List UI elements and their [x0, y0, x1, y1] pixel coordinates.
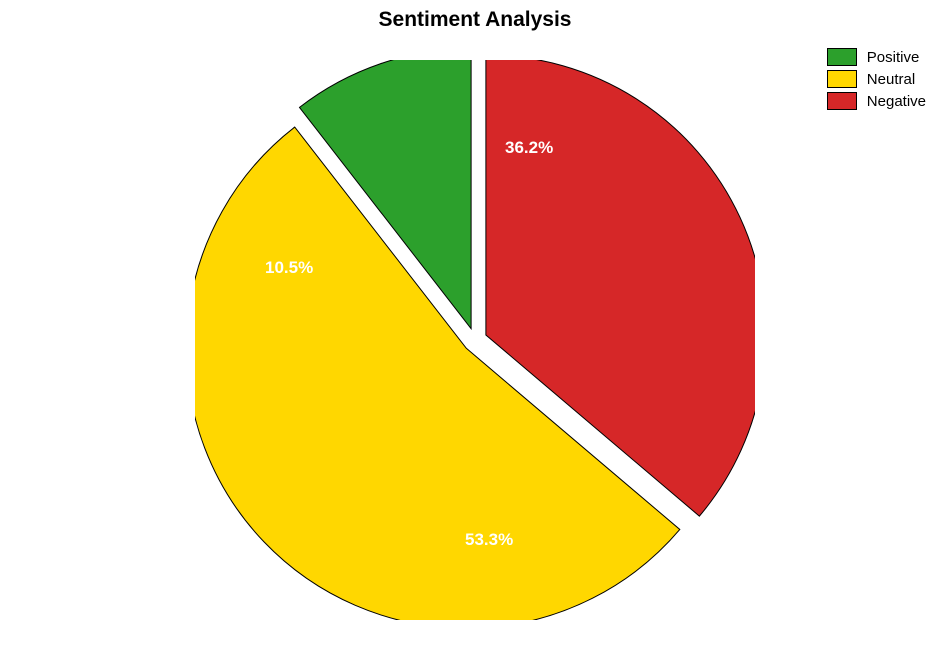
- slice-label-positive: 10.5%: [265, 258, 313, 278]
- legend-label-negative: Negative: [867, 93, 926, 110]
- legend-swatch-neutral: [827, 70, 857, 88]
- legend: Positive Neutral Negative: [827, 48, 926, 110]
- legend-row-positive: Positive: [827, 48, 926, 66]
- slice-label-negative: 36.2%: [505, 138, 553, 158]
- legend-label-neutral: Neutral: [867, 71, 915, 88]
- legend-row-negative: Negative: [827, 92, 926, 110]
- slice-label-neutral: 53.3%: [465, 530, 513, 550]
- legend-swatch-positive: [827, 48, 857, 66]
- legend-swatch-negative: [827, 92, 857, 110]
- legend-row-neutral: Neutral: [827, 70, 926, 88]
- legend-label-positive: Positive: [867, 49, 920, 66]
- chart-title: Sentiment Analysis: [0, 8, 950, 32]
